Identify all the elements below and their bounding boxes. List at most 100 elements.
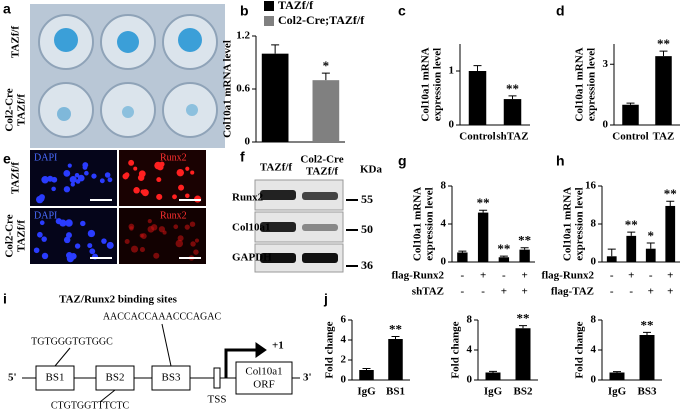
cell (74, 172, 80, 178)
row-mark: + (521, 286, 527, 298)
bar (606, 256, 617, 262)
cell (87, 243, 93, 249)
bar (639, 335, 655, 380)
cell (141, 189, 149, 197)
error-bar (499, 255, 508, 258)
error-bar (508, 95, 517, 100)
row-label: Col2-Cre (4, 88, 16, 131)
error-bar (458, 250, 467, 253)
cell (47, 175, 54, 182)
end-label: 5' (8, 372, 17, 384)
cell (122, 173, 129, 180)
y-tick-label: 0 (467, 374, 473, 386)
legend-label: TAZf/f (278, 0, 314, 12)
cell (84, 170, 89, 176)
error-bar (479, 209, 488, 213)
marker-label: 36 (361, 258, 373, 272)
bar (622, 104, 639, 125)
error-bar (646, 242, 655, 249)
protein-label: Runx2 (232, 192, 264, 204)
row-mark: + (480, 270, 486, 282)
y-tick-label: 0 (449, 119, 455, 131)
error-bar (321, 72, 330, 81)
cell (37, 231, 43, 238)
cell (158, 226, 166, 233)
y-axis-label: Col10a1 mRNA (574, 47, 586, 121)
panel-label: d (556, 3, 565, 19)
cell (65, 219, 73, 227)
column-label: TAZf/f (306, 166, 339, 178)
error-bar (659, 50, 668, 57)
y-tick-label: 4 (341, 334, 347, 346)
cell (77, 174, 85, 182)
legend-label: Col2-Cre;TAZf/f (278, 13, 365, 27)
cell (89, 248, 96, 255)
cell (194, 238, 200, 243)
row-mark: + (648, 286, 654, 298)
row-label: TAZf/f (10, 26, 22, 59)
cell (63, 186, 71, 193)
x-tick-label: IgG (357, 386, 376, 398)
protein-label: GAPDH (232, 252, 272, 264)
cell (108, 244, 113, 249)
y-tick-label: 0 (591, 256, 597, 268)
protein-label: Col10a1 (232, 222, 271, 234)
tss-label: TSS (208, 394, 227, 406)
bar (312, 80, 340, 142)
cell (41, 176, 49, 184)
cell (82, 165, 88, 170)
y-tick-label: 8 (441, 180, 447, 192)
error-bar (271, 44, 280, 54)
y-axis-label: expression level (574, 187, 586, 260)
y-axis-label: Fold change (324, 321, 336, 378)
y-axis-label: Col10a1 mRNA (562, 187, 574, 261)
cell (63, 236, 71, 244)
stain-label: DAPI (34, 210, 57, 221)
x-tick-label: Control (459, 131, 495, 143)
bar (645, 248, 656, 262)
x-tick-label: Control (612, 131, 648, 143)
site-label: BS1 (46, 372, 65, 384)
y-tick-label: 0 (603, 119, 609, 131)
cell (41, 252, 49, 260)
sequence: TGTGGGTGTGGC (31, 336, 113, 347)
cell (51, 186, 56, 192)
row-mark: + (628, 270, 634, 282)
cell (173, 224, 179, 230)
error-bar (666, 200, 675, 206)
significance: ** (641, 317, 654, 332)
row-label: TAZf/f (16, 94, 28, 127)
cell (177, 235, 184, 242)
site-label: BS3 (162, 372, 181, 384)
cell (139, 233, 144, 238)
significance: ** (506, 81, 519, 96)
y-tick-label: 16 (585, 180, 597, 192)
site-label: BS2 (106, 372, 125, 384)
significance: ** (497, 241, 510, 256)
cell (193, 249, 199, 255)
cell (87, 229, 96, 238)
y-tick-label: 2 (341, 354, 347, 366)
row-mark: - (610, 270, 614, 282)
error-bar (627, 231, 636, 236)
y-tick-label: 0 (441, 256, 447, 268)
bar (515, 328, 531, 380)
bar (655, 56, 672, 125)
cell (190, 241, 196, 247)
cell (158, 161, 165, 168)
cell (65, 232, 72, 239)
error-bar (489, 370, 497, 373)
significance: ** (517, 311, 530, 326)
x-tick-label: BS3 (638, 386, 657, 398)
bar (626, 235, 637, 262)
cell (39, 196, 45, 202)
y-tick-label: 6 (341, 314, 347, 326)
y-tick-label: 8 (591, 314, 597, 326)
error-bar (519, 325, 527, 329)
cell (184, 224, 190, 230)
cell (69, 176, 77, 184)
row-mark: - (502, 270, 506, 282)
gene-label: Col10a1 (245, 366, 282, 378)
cell (189, 221, 196, 227)
legend-swatch (264, 1, 274, 11)
